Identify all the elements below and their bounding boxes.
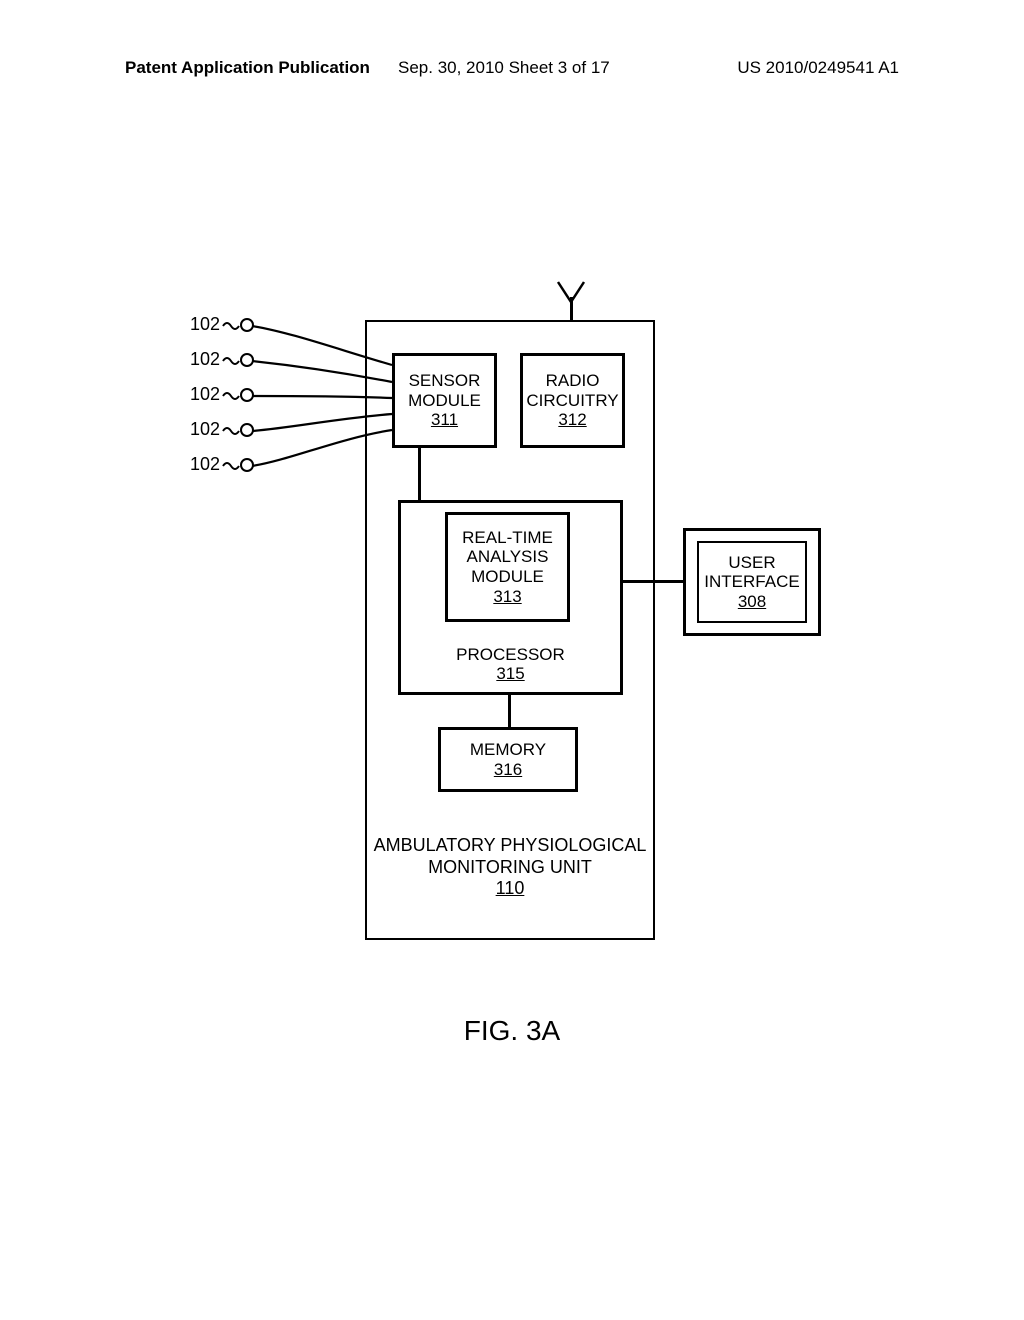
- electrode-1: [240, 318, 254, 332]
- line-processor-to-ui: [623, 580, 683, 583]
- analysis-label3: MODULE: [471, 567, 544, 587]
- radio-circuitry-box: RADIO CIRCUITRY 312: [520, 353, 625, 448]
- ui-ref: 308: [738, 592, 766, 612]
- line-processor-to-memory: [508, 695, 511, 727]
- electrode-2: [240, 353, 254, 367]
- sensor-module-ref: 311: [431, 410, 458, 430]
- sensor-module-box: SENSOR MODULE 311: [392, 353, 497, 448]
- header-publication: Patent Application Publication: [125, 58, 370, 78]
- analysis-label2: ANALYSIS: [467, 547, 549, 567]
- main-unit-label-line1: AMBULATORY PHYSIOLOGICAL: [370, 835, 650, 857]
- header-date-sheet: Sep. 30, 2010 Sheet 3 of 17: [398, 58, 610, 78]
- ui-label2: INTERFACE: [704, 572, 799, 592]
- user-interface-box: USER INTERFACE 308: [697, 541, 807, 623]
- sensor-ref-4: 102: [190, 419, 220, 440]
- page-header: Patent Application Publication Sep. 30, …: [0, 58, 1024, 78]
- radio-label1: RADIO: [546, 371, 600, 391]
- electrode-5: [240, 458, 254, 472]
- sensor-module-label1: SENSOR: [409, 371, 481, 391]
- memory-box: MEMORY 316: [438, 727, 578, 792]
- radio-ref: 312: [558, 410, 586, 430]
- memory-ref: 316: [494, 760, 522, 780]
- electrode-3: [240, 388, 254, 402]
- main-unit-ref: 110: [496, 878, 525, 900]
- processor-label: PROCESSOR: [456, 645, 565, 665]
- sensor-ref-5: 102: [190, 454, 220, 475]
- analysis-ref: 313: [493, 587, 521, 607]
- header-pub-number: US 2010/0249541 A1: [737, 58, 899, 78]
- line-sensor-to-processor: [418, 448, 421, 500]
- main-unit-label: AMBULATORY PHYSIOLOGICAL MONITORING UNIT…: [370, 835, 650, 900]
- analysis-module-box: REAL-TIME ANALYSIS MODULE 313: [445, 512, 570, 622]
- sensor-module-label2: MODULE: [408, 391, 481, 411]
- ui-label1: USER: [728, 553, 775, 573]
- sensor-ref-3: 102: [190, 384, 220, 405]
- radio-label2: CIRCUITRY: [526, 391, 618, 411]
- electrode-4: [240, 423, 254, 437]
- block-diagram: SENSOR MODULE 311 RADIO CIRCUITRY 312 PR…: [0, 280, 1024, 1000]
- figure-caption: FIG. 3A: [0, 1015, 1024, 1047]
- sensor-ref-2: 102: [190, 349, 220, 370]
- analysis-label1: REAL-TIME: [462, 528, 553, 548]
- main-unit-label-line2: MONITORING UNIT: [370, 857, 650, 879]
- sensor-ref-1: 102: [190, 314, 220, 335]
- processor-ref: 315: [496, 664, 524, 684]
- memory-label: MEMORY: [470, 740, 546, 760]
